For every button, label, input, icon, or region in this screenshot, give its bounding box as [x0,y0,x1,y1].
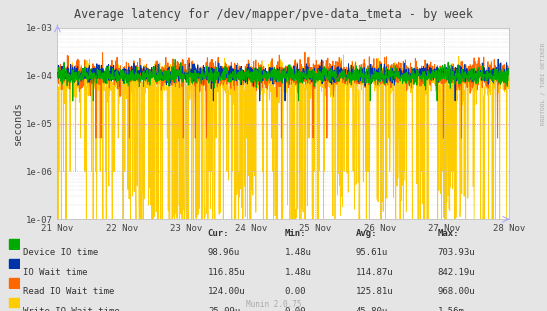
Bar [9,259,20,268]
Text: 1.48u: 1.48u [284,268,311,277]
Text: 124.00u: 124.00u [208,287,246,296]
Text: 1.56m: 1.56m [438,307,464,311]
Text: Cur:: Cur: [208,229,229,238]
Y-axis label: seconds: seconds [13,102,23,146]
Text: Min:: Min: [284,229,306,238]
Text: Average latency for /dev/mapper/pve-data_tmeta - by week: Average latency for /dev/mapper/pve-data… [74,8,473,21]
Text: 842.19u: 842.19u [438,268,475,277]
Text: 114.87u: 114.87u [356,268,393,277]
Text: 0.00: 0.00 [284,287,306,296]
Text: Avg:: Avg: [356,229,377,238]
Bar [9,298,20,307]
Bar [9,239,20,248]
Text: 1.48u: 1.48u [284,248,311,257]
Text: 0.00: 0.00 [284,307,306,311]
Text: Max:: Max: [438,229,459,238]
Text: Read IO Wait time: Read IO Wait time [23,287,114,296]
Text: IO Wait time: IO Wait time [23,268,88,277]
Text: 98.96u: 98.96u [208,248,240,257]
Text: 125.81u: 125.81u [356,287,393,296]
Text: 703.93u: 703.93u [438,248,475,257]
Text: Write IO Wait time: Write IO Wait time [23,307,120,311]
Text: 45.80u: 45.80u [356,307,388,311]
Bar [9,278,20,288]
Text: Device IO time: Device IO time [23,248,98,257]
Text: 116.85u: 116.85u [208,268,246,277]
Text: 968.00u: 968.00u [438,287,475,296]
Text: RRDTOOL / TOBI OETIKER: RRDTOOL / TOBI OETIKER [541,43,546,125]
Text: 95.61u: 95.61u [356,248,388,257]
Text: 25.09u: 25.09u [208,307,240,311]
Text: Munin 2.0.75: Munin 2.0.75 [246,300,301,309]
